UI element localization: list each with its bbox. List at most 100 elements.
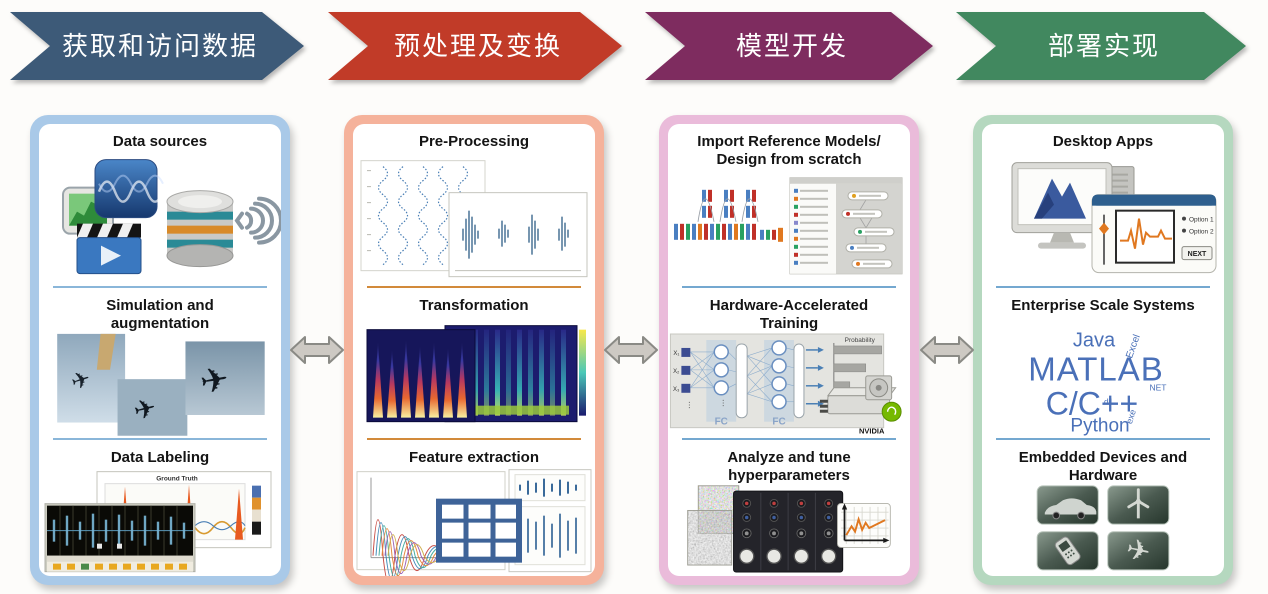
- section-title: Data Labeling: [110, 449, 210, 466]
- section-divider: [367, 286, 581, 288]
- option-2-label: Option 2: [1189, 228, 1214, 235]
- feature-plot: [508, 468, 592, 572]
- banner-model-dev: 模型开发: [645, 12, 933, 80]
- section-divider: [367, 438, 581, 440]
- next-button: [1181, 245, 1213, 260]
- waveform-preview: [1115, 209, 1175, 264]
- panel-preprocess: Pre-Processing: [344, 115, 604, 585]
- car-icon: [1036, 485, 1099, 525]
- svg-text:✈: ✈: [197, 360, 232, 402]
- mixer-photo: [733, 490, 844, 573]
- fc-label: FC: [715, 417, 728, 428]
- network-graph: [674, 190, 783, 243]
- app-dialog: Option 1 Option 2 NEXT: [1091, 193, 1217, 273]
- section-title: Transformation: [419, 297, 529, 314]
- probability-label: Probability: [845, 337, 876, 344]
- texture-tiles: [687, 485, 740, 566]
- spectrogram-image: [366, 328, 476, 422]
- x1-label: X₁: [673, 351, 679, 357]
- section-hw-training: Hardware-Accelerated Training X₁ X₂ X₃ ⋮: [668, 288, 910, 438]
- x3-label: X₃: [673, 387, 680, 393]
- section-feature-extraction: Feature extraction: [353, 440, 595, 576]
- fc-label: FC: [772, 417, 785, 428]
- matlab-logo-icon: [1034, 178, 1086, 219]
- section-hyperparameters: Analyze and tune hyperparameters: [668, 440, 910, 576]
- svg-text:⋮: ⋮: [719, 399, 727, 408]
- panel-model-dev: Import Reference Models/ Design from scr…: [659, 115, 919, 585]
- nn-inputs: X₁ X₂ X₃ ⋮: [673, 348, 693, 410]
- chart-icon: [62, 186, 114, 235]
- panel-acquire-data: Data sources: [30, 115, 290, 585]
- section-divider: [53, 286, 267, 288]
- section-data-sources: Data sources: [39, 124, 281, 286]
- network-designer-app: [789, 177, 903, 275]
- clapperboard-icon: [76, 223, 142, 274]
- colorbar: [579, 329, 586, 416]
- option-1-label: Option 1: [1189, 216, 1214, 223]
- nvidia-logo-icon: [881, 402, 902, 423]
- database-icon: [166, 189, 234, 267]
- panel-deploy: Desktop Apps: [973, 115, 1233, 585]
- banner-deploy-label: 部署实现: [1048, 31, 1160, 61]
- signal-labeler-screenshot: [44, 502, 196, 572]
- waveform-icon: [94, 158, 165, 218]
- label-markers: [53, 563, 187, 570]
- wordcloud-dll: dll: [1104, 397, 1112, 406]
- section-embedded: Embedded Devices and Hardware: [982, 440, 1224, 576]
- section-transformation: Transformation: [353, 288, 595, 438]
- banner-acquire-data: 获取和访问数据: [10, 12, 304, 80]
- neural-network-training-illustration: X₁ X₂ X₃ ⋮: [669, 333, 902, 436]
- colorbar-legend: [252, 485, 261, 535]
- section-title: Enterprise Scale Systems: [1011, 297, 1195, 314]
- section-title: Data sources: [112, 133, 208, 150]
- wordcloud-net: NET: [1150, 382, 1167, 392]
- section-title: Feature extraction: [408, 449, 540, 466]
- section-desktop-apps: Desktop Apps: [982, 124, 1224, 286]
- next-button-label: NEXT: [1188, 251, 1207, 258]
- network-architecture-illustration: [674, 177, 903, 275]
- language-word-cloud: Java Excel MATLAB NET C/C++ dll exe Pyth…: [1028, 329, 1167, 436]
- signal-plot: [448, 191, 588, 277]
- banner-preprocess-label: 预处理及变换: [394, 31, 562, 61]
- section-import-models: Import Reference Models/ Design from scr…: [668, 124, 910, 286]
- output-arrows: [805, 349, 818, 405]
- desktop-apps-illustration: Option 1 Option 2 NEXT: [1011, 161, 1217, 273]
- section-divider: [996, 286, 1210, 288]
- slider: [1099, 214, 1109, 265]
- ground-truth-title: Ground Truth: [156, 475, 198, 482]
- section-title: Import Reference Models/ Design from scr…: [697, 133, 881, 168]
- section-title: Hardware-Accelerated Training: [709, 297, 869, 332]
- preprocessing-plots-illustration: [360, 159, 588, 277]
- x2-label: X₂: [673, 369, 680, 375]
- feature-extraction-illustration: [356, 468, 592, 576]
- section-enterprise: Enterprise Scale Systems Java Excel MATL…: [982, 288, 1224, 438]
- section-data-labeling: Data Labeling Ground Truth: [39, 440, 281, 576]
- wordcloud-exe: exe: [1124, 408, 1138, 425]
- airplane-photo: ✈: [185, 341, 265, 416]
- section-title: Pre-Processing: [418, 133, 530, 150]
- line-chart-icon: [837, 503, 891, 549]
- section-divider: [682, 286, 896, 288]
- wordcloud-java: Java: [1073, 329, 1116, 351]
- section-title: Desktop Apps: [1052, 133, 1154, 150]
- wordcloud-c-cpp: C/C++: [1046, 385, 1138, 421]
- banner-deploy: 部署实现: [956, 12, 1246, 80]
- wind-turbine-icon: [1107, 485, 1170, 525]
- section-divider: [53, 438, 267, 440]
- spectrogram-illustration: [366, 324, 586, 422]
- labeling-screenshots-illustration: Ground Truth: [44, 470, 272, 572]
- banner-preprocess: 预处理及变换: [328, 12, 622, 80]
- hyperparameter-tuning-illustration: [687, 485, 891, 573]
- section-title: Analyze and tune hyperparameters: [727, 449, 851, 484]
- section-divider: [996, 438, 1210, 440]
- section-preprocessing: Pre-Processing: [353, 124, 595, 286]
- airplane-photo: ✈: [117, 379, 188, 437]
- section-simulation: Simulation and augmentation ✈ ✈ ✈: [39, 288, 281, 438]
- wordcloud-matlab: MATLAB: [1028, 350, 1164, 387]
- double-arrow-icon: [920, 331, 974, 369]
- section-divider: [682, 438, 896, 440]
- svg-text:⋮: ⋮: [685, 401, 693, 410]
- data-sources-illustration: [62, 158, 281, 274]
- grid-table-icon: [436, 498, 522, 563]
